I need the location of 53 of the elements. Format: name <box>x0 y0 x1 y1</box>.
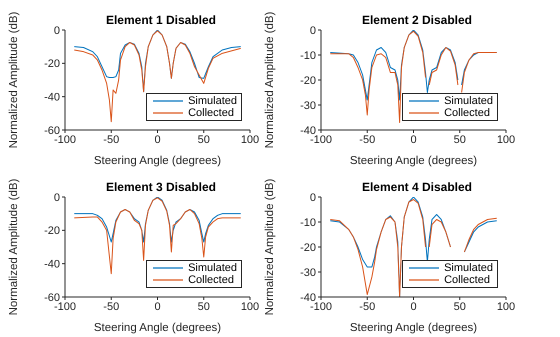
y-tick-label: -30 <box>300 100 316 112</box>
y-axis-title: Normalized Amplitude (dB) <box>8 178 20 316</box>
line-series <box>74 197 242 274</box>
x-tick-label: 0 <box>410 134 417 146</box>
y-tick-label: -20 <box>44 58 60 70</box>
y-tick-label: -20 <box>44 225 60 238</box>
y-tick-label: 0 <box>54 192 60 204</box>
x-axis-title: Steering Angle (degrees) <box>350 322 478 334</box>
chart-title: Element 3 Disabled <box>104 180 218 194</box>
y-axis-title: Normalized Amplitude (dB) <box>8 11 20 148</box>
legend-label: Simulated <box>444 262 493 274</box>
x-tick-label: -50 <box>103 134 120 146</box>
x-axis-title: Steering Angle (degrees) <box>350 155 478 167</box>
legend-label: Collected <box>444 274 490 286</box>
x-axis-title: Steering Angle (degrees) <box>94 155 222 167</box>
x-tick-label: -50 <box>103 300 120 313</box>
chart-title: Element 1 Disabled <box>104 13 218 27</box>
y-tick-label: -10 <box>300 216 316 229</box>
x-tick-label: 0 <box>410 300 417 313</box>
x-tick-label: 100 <box>240 134 260 146</box>
x-tick-label: 100 <box>496 300 516 313</box>
line-series <box>74 197 242 242</box>
x-tick-label: -50 <box>359 300 376 313</box>
y-tick-label: -10 <box>300 50 316 62</box>
x-tick-label: 0 <box>154 134 161 146</box>
y-tick-label: -40 <box>44 92 60 104</box>
y-axis-title: Normalized Amplitude (dB) <box>264 178 276 316</box>
x-tick-label: 50 <box>454 300 466 313</box>
legend-label: Simulated <box>188 262 237 274</box>
line-series <box>74 30 242 122</box>
y-tick-label: 0 <box>54 24 60 37</box>
legend-label: Simulated <box>188 95 237 107</box>
x-tick-label: -50 <box>359 134 376 146</box>
legend-label: Collected <box>188 274 234 286</box>
y-tick-label: -20 <box>300 242 316 254</box>
x-tick-label: 50 <box>198 300 210 313</box>
chart-title: Element 4 Disabled <box>360 180 474 194</box>
legend-label: Simulated <box>444 95 493 107</box>
y-tick-label: 0 <box>310 24 316 37</box>
y-tick-label: -30 <box>300 266 316 279</box>
y-axis-title: Normalized Amplitude (dB) <box>264 11 276 148</box>
y-tick-label: -40 <box>44 258 60 271</box>
legend-label: Collected <box>444 107 490 119</box>
x-tick-label: 50 <box>198 134 210 146</box>
x-tick-label: 100 <box>240 300 260 313</box>
y-tick-label: 0 <box>310 192 316 204</box>
chart-title: Element 2 Disabled <box>360 13 474 27</box>
x-axis-title: Steering Angle (degrees) <box>94 322 222 334</box>
y-tick-label: -20 <box>300 74 316 87</box>
legend-label: Collected <box>188 107 234 119</box>
x-tick-label: 50 <box>454 134 466 146</box>
x-tick-label: 100 <box>496 134 516 146</box>
x-tick-label: 0 <box>154 300 161 313</box>
